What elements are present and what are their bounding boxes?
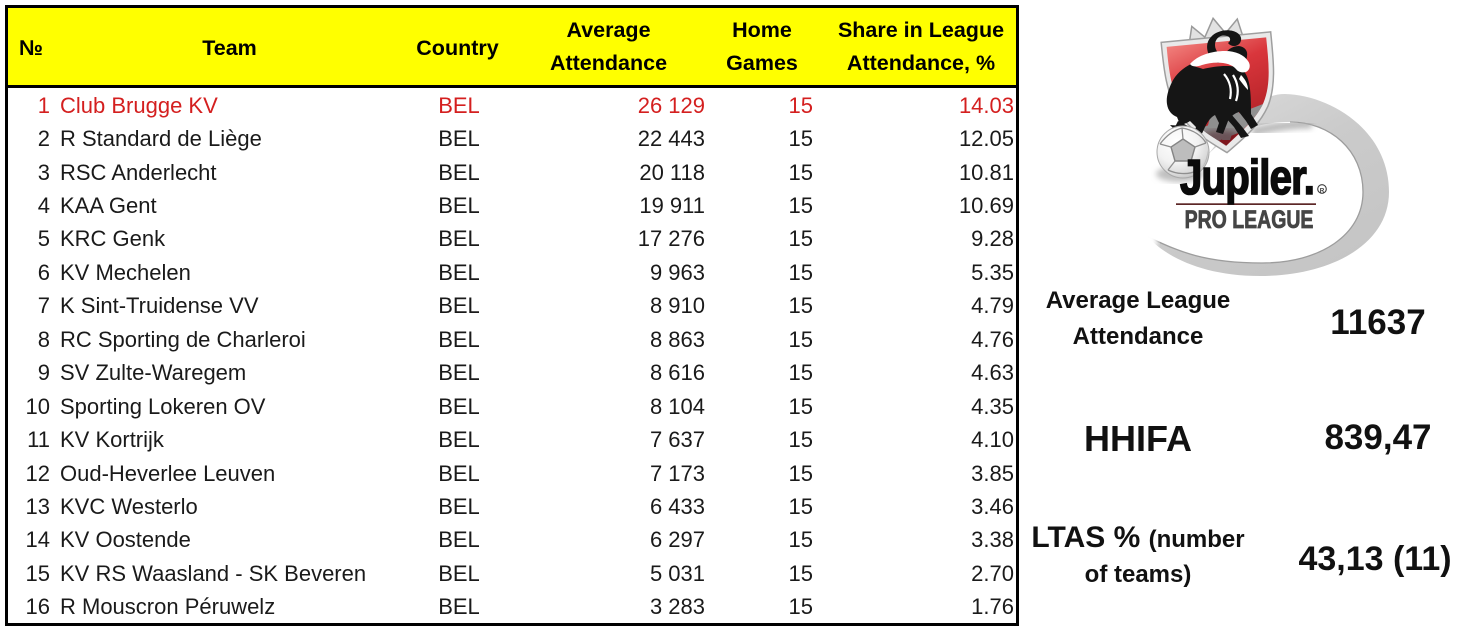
svg-text:R: R bbox=[1320, 187, 1325, 194]
svg-text:Jupiler.: Jupiler. bbox=[1180, 150, 1314, 205]
svg-text:PRO LEAGUE: PRO LEAGUE bbox=[1185, 206, 1314, 234]
